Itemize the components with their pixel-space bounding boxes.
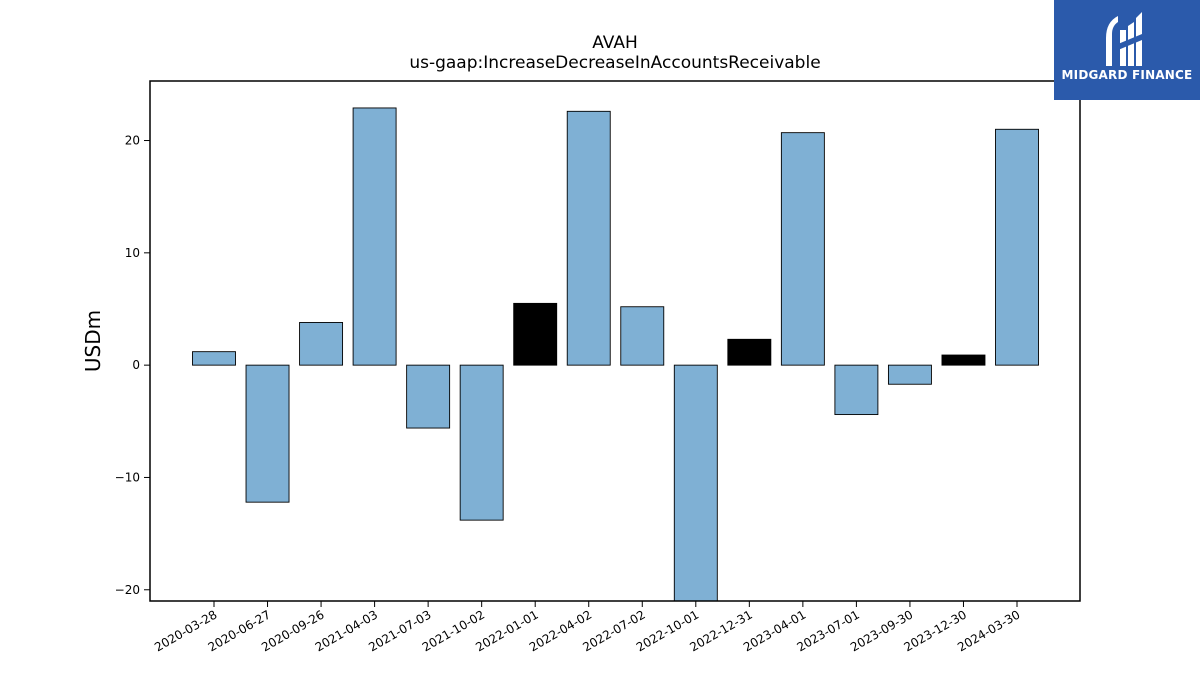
y-tick-label: 0 [132,358,140,372]
midgard-logo-icon [1106,12,1142,66]
y-axis: −20 −10 0 10 20 [115,134,150,597]
bar-2023-04-01 [780,132,825,366]
plot-frame [149,80,1081,602]
bar-2021-07-03 [406,364,451,429]
bar-2023-09-30 [887,364,932,385]
bar-2023-12-30 [941,354,986,366]
bar-2021-04-03 [352,107,397,366]
y-tick-label: 10 [125,246,140,260]
bar-2024-03-30 [995,128,1039,366]
y-axis-label: USDm [81,310,105,372]
chart-title: AVAH [592,33,638,53]
y-tick-label: −10 [115,470,140,484]
bar-2020-03-28 [192,351,236,366]
y-tick-label: −20 [115,583,140,597]
bar-2022-12-31 [727,338,772,366]
logo-text: MIDGARD FINANCE [1061,68,1193,82]
bar-2022-07-02 [620,306,665,366]
bars-group [192,107,1039,602]
midgard-finance-logo: MIDGARD FINANCE [1054,0,1200,100]
bar-2021-10-02 [459,364,504,521]
bar-2022-10-01 [673,364,718,602]
x-axis: 2020-03-282020-06-272020-09-262021-04-03… [152,601,1023,654]
bar-2020-06-27 [245,364,290,503]
chart-subtitle: us-gaap:IncreaseDecreaseInAccountsReceiv… [409,53,820,73]
y-tick-label: 20 [125,134,140,148]
bar-2022-04-02 [566,110,611,366]
bar-2022-01-01 [513,302,558,366]
bar-2020-09-26 [299,322,344,366]
bar-2023-07-01 [834,364,879,416]
